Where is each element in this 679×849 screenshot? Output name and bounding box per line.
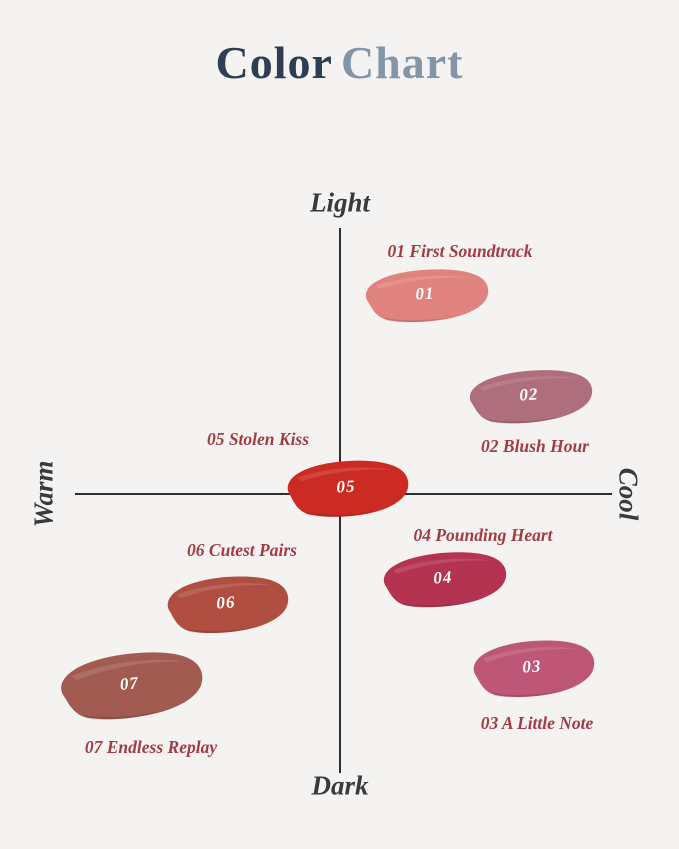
paint-smear-icon (167, 576, 289, 634)
smear-fill (167, 576, 289, 633)
axis-label-dark: Dark (311, 770, 369, 801)
swatch-04-label: 04 Pounding Heart (413, 525, 553, 545)
swatch-03-label: 03 A Little Note (480, 713, 594, 733)
swatch-02-number: 02 (518, 384, 540, 405)
smear-fill (473, 640, 595, 697)
smear-shadow (83, 709, 168, 720)
swatch-03: 03 (464, 631, 600, 704)
smear-shadow (491, 690, 564, 698)
swatch-03-number: 03 (521, 656, 543, 677)
smear-shadow (487, 416, 561, 424)
paint-smear-icon (469, 370, 593, 424)
page-title: Color Chart (0, 37, 679, 89)
swatch-01: 01 (357, 262, 494, 329)
swatch-05: 05 (278, 453, 413, 524)
smear-highlight (393, 558, 491, 574)
swatch-06-number: 06 (215, 592, 237, 613)
smear-fill (287, 460, 409, 517)
paint-smear-icon (383, 552, 507, 608)
swatch-07-number: 07 (118, 673, 140, 694)
paint-smear-icon (287, 460, 409, 518)
swatch-06: 06 (158, 567, 294, 640)
paint-smear-icon (473, 640, 595, 698)
swatch-01-label: 01 First Soundtrack (387, 241, 533, 261)
smear-shadow (401, 600, 476, 608)
paint-smear-icon (365, 269, 489, 323)
axis-label-cool: Cool (613, 467, 644, 521)
swatch-06-label: 06 Cutest Pairs (187, 540, 297, 560)
swatch-02: 02 (460, 361, 598, 430)
smear-fill (469, 370, 593, 424)
swatch-01-number: 01 (414, 283, 435, 304)
title-word-color: Color (215, 37, 333, 88)
swatch-02-label: 02 Blush Hour (481, 436, 589, 456)
smear-fill (61, 652, 203, 720)
smear-highlight (71, 659, 184, 681)
axis-label-warm: Warm (28, 460, 59, 528)
swatch-07: 07 (49, 640, 211, 730)
smear-fill (365, 269, 489, 323)
paint-smear-icon (61, 652, 203, 720)
swatch-05-number: 05 (335, 476, 356, 497)
smear-shadow (185, 626, 258, 634)
smear-highlight (375, 275, 473, 289)
swatch-05-label: 05 Stolen Kiss (206, 429, 310, 449)
smear-highlight (483, 647, 579, 663)
smear-highlight (479, 376, 577, 391)
smear-fill (383, 552, 507, 608)
swatch-04-number: 04 (432, 567, 454, 588)
axis-label-light: Light (309, 187, 371, 218)
smear-highlight (297, 467, 394, 482)
title-word-chart: Chart (340, 37, 464, 88)
swatch-04: 04 (374, 543, 512, 614)
smear-highlight (177, 583, 273, 599)
smear-shadow (305, 510, 378, 518)
swatch-07-label: 07 Endless Replay (84, 737, 218, 757)
smear-shadow (383, 316, 457, 323)
